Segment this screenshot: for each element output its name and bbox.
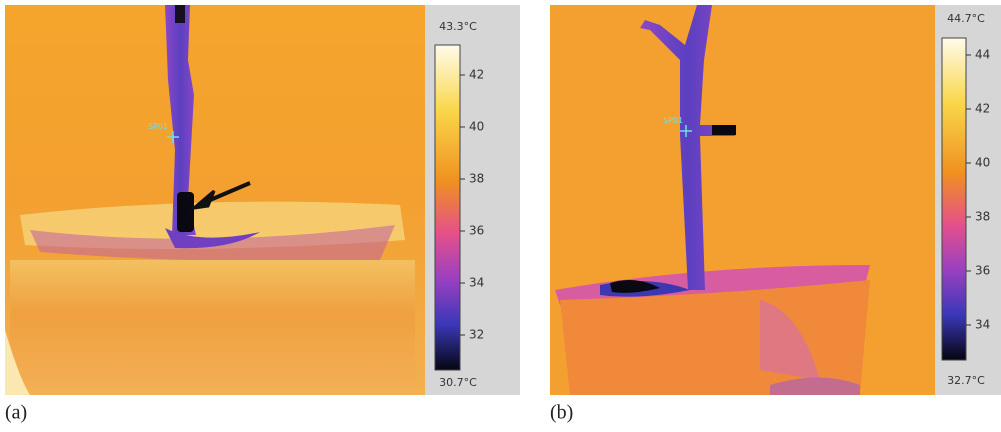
hot-corner	[5, 330, 30, 395]
tick-label: 38	[975, 210, 990, 224]
tick-label: 34	[469, 276, 484, 290]
panel-label: (b)	[550, 402, 573, 424]
cold-spot	[610, 279, 660, 293]
tick-label: 36	[469, 224, 484, 238]
tick-label: 36	[975, 264, 990, 278]
tick-group: 44 42 40 38 36 34	[966, 48, 990, 332]
stem-base	[165, 228, 260, 249]
spot-label: SP01	[148, 122, 168, 131]
tick-label: 42	[469, 68, 484, 82]
max-temp: 43.3°C	[439, 20, 477, 33]
panel-label: (a)	[5, 402, 27, 424]
stem	[640, 5, 735, 290]
tick-group: 42 40 38 36 34 32	[460, 68, 484, 342]
tick-label: 40	[469, 120, 484, 134]
min-temp: 30.7°C	[439, 376, 477, 389]
max-temp: 44.7°C	[947, 12, 985, 25]
tick-label: 34	[975, 318, 990, 332]
stem	[165, 5, 196, 235]
cold-spot	[712, 125, 736, 135]
arrow-head	[189, 189, 216, 211]
warm-region	[770, 377, 860, 395]
pot	[10, 260, 415, 395]
tick-label: 38	[469, 172, 484, 186]
panel-b: SP01 44.7°C 32.7°C 44 42 40 38 36 34 (b)	[550, 5, 1001, 424]
spot-label: SP01	[663, 116, 683, 125]
tick-label: 42	[975, 102, 990, 116]
tick-label: 40	[975, 156, 990, 170]
cold-spot	[175, 5, 185, 23]
min-temp: 32.7°C	[947, 374, 985, 387]
tick-label: 44	[975, 48, 990, 62]
panel-a: SP01 43.3°C 30.7°C 42 40 38 36 34 32 (a)	[5, 5, 520, 424]
warm-region	[760, 300, 820, 380]
tick-label: 32	[469, 328, 484, 342]
cold-spot	[177, 192, 194, 232]
color-bar	[434, 44, 461, 371]
color-bar	[941, 37, 967, 361]
